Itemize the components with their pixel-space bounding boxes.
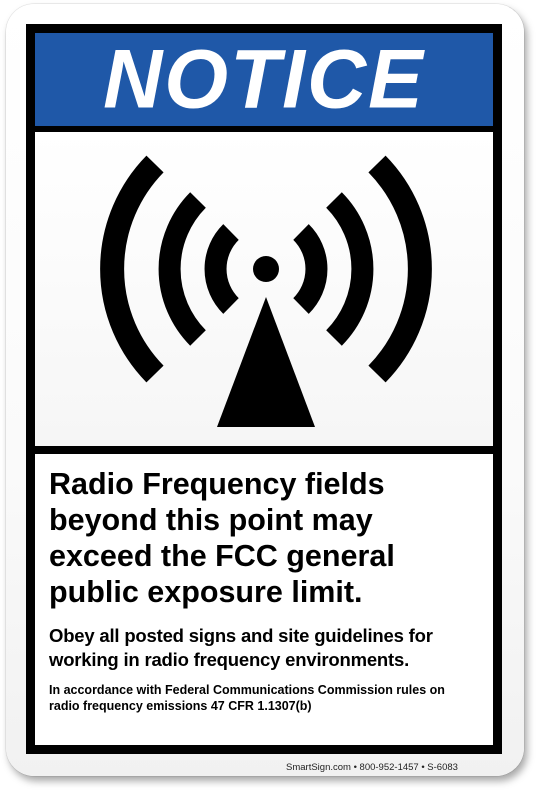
- symbol-panel: [35, 132, 493, 446]
- radio-frequency-radiation-icon: [100, 155, 432, 427]
- legal-text: In accordance with Federal Communication…: [49, 683, 445, 713]
- main-warning-text: Radio Frequency fields beyond this point…: [49, 467, 395, 609]
- notice-header: NOTICE: [35, 33, 493, 126]
- message-panel: Radio Frequency fields beyond this point…: [35, 454, 493, 745]
- guideline-text: Obey all posted signs and site guideline…: [49, 625, 433, 670]
- header-title: NOTICE: [103, 32, 425, 126]
- footer-credit: SmartSign.com • 800-952-1457 • S-6083: [286, 762, 458, 773]
- notice-sign: NOTICE Radio Frequency fields beyond thi…: [6, 4, 524, 776]
- sign-border: NOTICE Radio Frequency fields beyond thi…: [26, 24, 502, 754]
